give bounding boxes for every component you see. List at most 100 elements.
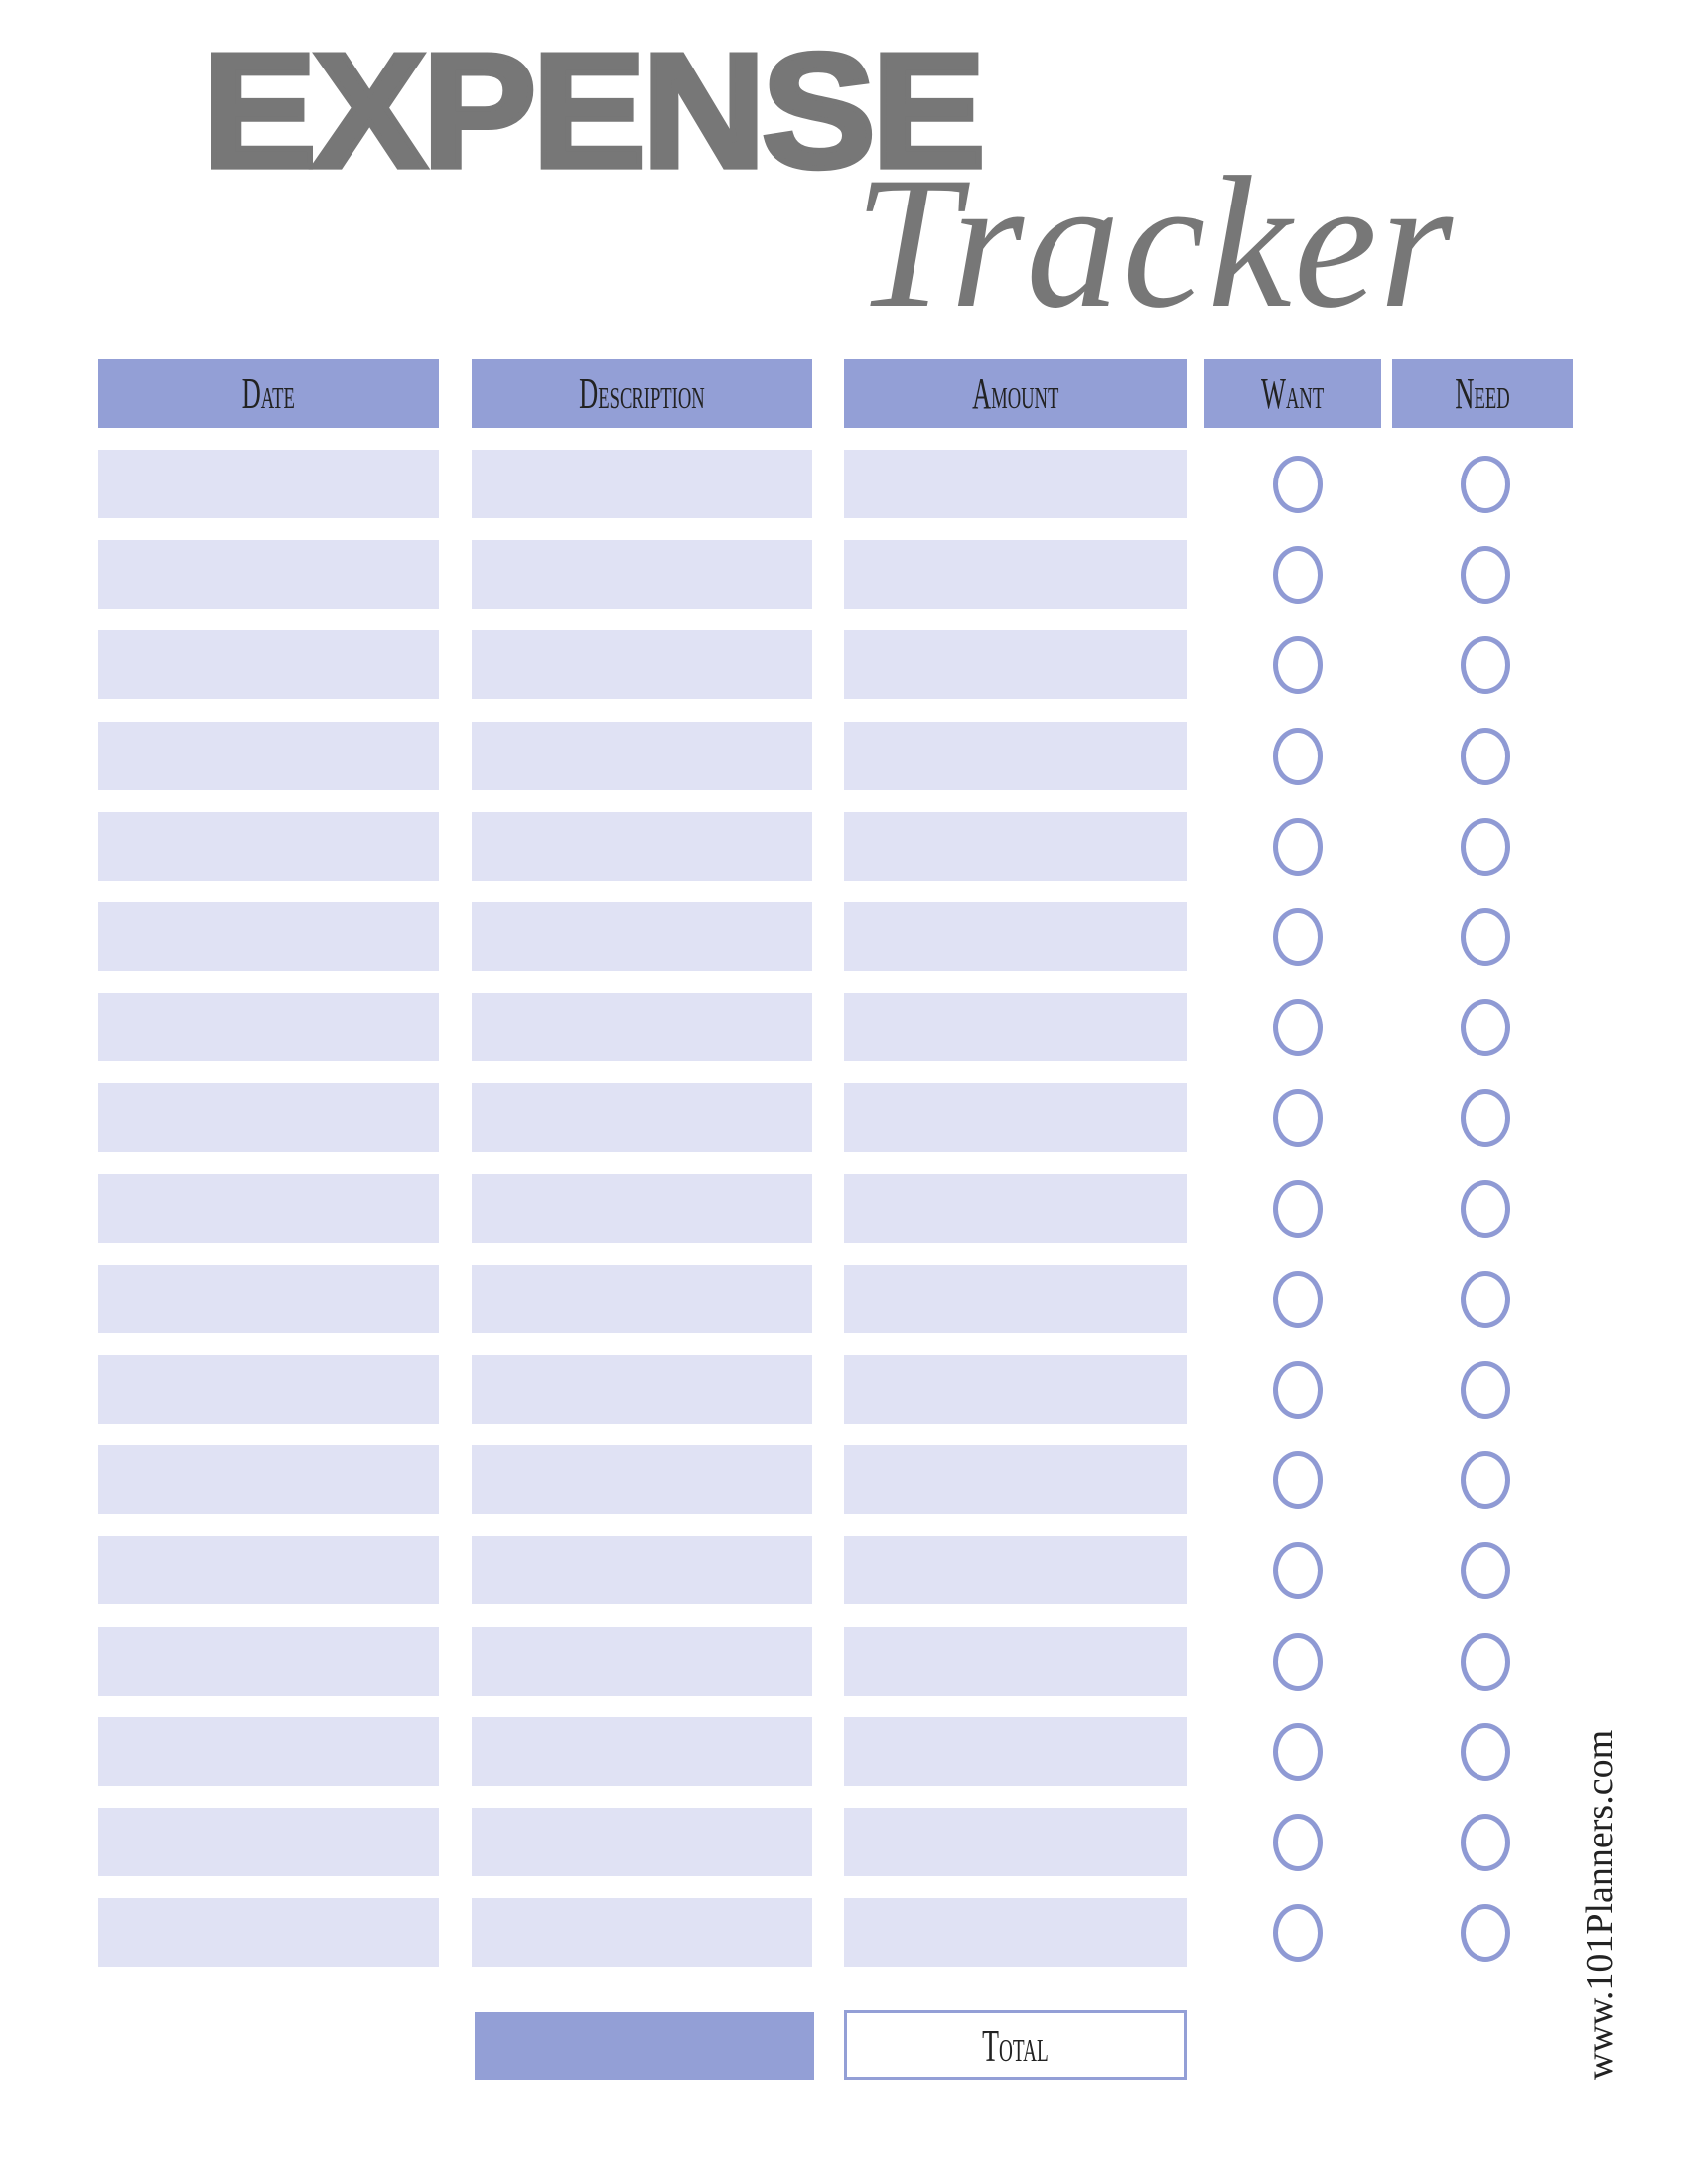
need-checkbox[interactable]: [1461, 727, 1510, 785]
amount-field[interactable]: [844, 1626, 1187, 1696]
description-field[interactable]: [472, 1355, 812, 1424]
need-checkbox[interactable]: [1461, 636, 1510, 695]
date-field[interactable]: [98, 811, 439, 881]
amount-field[interactable]: [844, 902, 1187, 971]
date-field[interactable]: [98, 721, 439, 790]
want-checkbox[interactable]: [1273, 636, 1323, 695]
header-amount: Amount: [844, 359, 1187, 428]
want-checkbox[interactable]: [1273, 1089, 1323, 1148]
amount-field[interactable]: [844, 721, 1187, 790]
need-checkbox[interactable]: [1461, 1179, 1510, 1238]
need-checkbox[interactable]: [1461, 546, 1510, 605]
amount-field[interactable]: [844, 540, 1187, 610]
date-field[interactable]: [98, 1173, 439, 1243]
want-checkbox[interactable]: [1273, 1270, 1323, 1328]
want-checkbox[interactable]: [1273, 1361, 1323, 1419]
want-checkbox[interactable]: [1273, 456, 1323, 513]
need-checkbox[interactable]: [1461, 1089, 1510, 1148]
need-checkbox[interactable]: [1461, 1361, 1510, 1419]
date-field[interactable]: [98, 1264, 439, 1333]
description-field[interactable]: [472, 811, 812, 881]
header-description: Description: [472, 359, 812, 428]
amount-field[interactable]: [844, 1264, 1187, 1333]
need-checkbox[interactable]: [1461, 456, 1510, 513]
description-field[interactable]: [472, 993, 812, 1062]
want-checkbox[interactable]: [1273, 1632, 1323, 1691]
watermark: www.101Planners.com: [1579, 1729, 1620, 2080]
date-field[interactable]: [98, 1083, 439, 1153]
description-field[interactable]: [472, 540, 812, 610]
amount-field[interactable]: [844, 1536, 1187, 1605]
want-checkbox[interactable]: [1273, 1814, 1323, 1871]
need-checkbox[interactable]: [1461, 1814, 1510, 1871]
description-field[interactable]: [472, 1445, 812, 1515]
amount-field[interactable]: [844, 1898, 1187, 1968]
need-checkbox[interactable]: [1461, 1270, 1510, 1328]
title-tracker: Tracker: [854, 139, 1456, 347]
total-label-box: Total: [844, 2010, 1187, 2080]
description-field[interactable]: [472, 1083, 812, 1153]
need-checkbox[interactable]: [1461, 1632, 1510, 1691]
date-field[interactable]: [98, 450, 439, 518]
amount-field[interactable]: [844, 630, 1187, 700]
amount-field[interactable]: [844, 450, 1187, 518]
header-amount-label: Amount: [971, 369, 1059, 418]
header-description-label: Description: [579, 369, 705, 418]
need-checkbox[interactable]: [1461, 999, 1510, 1057]
want-checkbox[interactable]: [1273, 1179, 1323, 1238]
want-checkbox[interactable]: [1273, 1722, 1323, 1781]
header-want: Want: [1204, 359, 1381, 428]
date-field[interactable]: [98, 1445, 439, 1515]
want-checkbox[interactable]: [1273, 817, 1323, 876]
description-field[interactable]: [472, 1626, 812, 1696]
description-field[interactable]: [472, 1808, 812, 1876]
date-field[interactable]: [98, 1898, 439, 1968]
date-field[interactable]: [98, 1536, 439, 1605]
description-field[interactable]: [472, 902, 812, 971]
header-date-label: Date: [241, 369, 296, 418]
amount-field[interactable]: [844, 1716, 1187, 1786]
date-field[interactable]: [98, 1716, 439, 1786]
date-field[interactable]: [98, 1626, 439, 1696]
header-want-label: Want: [1261, 369, 1325, 418]
date-field[interactable]: [98, 993, 439, 1062]
need-checkbox[interactable]: [1461, 1722, 1510, 1781]
want-checkbox[interactable]: [1273, 999, 1323, 1057]
header-date: Date: [98, 359, 439, 428]
need-checkbox[interactable]: [1461, 817, 1510, 876]
amount-field[interactable]: [844, 1355, 1187, 1424]
amount-field[interactable]: [844, 1173, 1187, 1243]
need-checkbox[interactable]: [1461, 1904, 1510, 1963]
need-checkbox[interactable]: [1461, 1451, 1510, 1510]
description-field[interactable]: [472, 1264, 812, 1333]
date-field[interactable]: [98, 540, 439, 610]
total-amount-field[interactable]: [475, 2012, 814, 2080]
description-field[interactable]: [472, 721, 812, 790]
description-field[interactable]: [472, 1716, 812, 1786]
total-label: Total: [982, 2019, 1049, 2071]
want-checkbox[interactable]: [1273, 1542, 1323, 1600]
need-checkbox[interactable]: [1461, 908, 1510, 966]
title-expense: EXPENSE: [200, 20, 989, 202]
description-field[interactable]: [472, 1898, 812, 1968]
need-checkbox[interactable]: [1461, 1542, 1510, 1600]
want-checkbox[interactable]: [1273, 1451, 1323, 1510]
amount-field[interactable]: [844, 1445, 1187, 1515]
amount-field[interactable]: [844, 811, 1187, 881]
want-checkbox[interactable]: [1273, 1904, 1323, 1963]
description-field[interactable]: [472, 630, 812, 700]
description-field[interactable]: [472, 1173, 812, 1243]
want-checkbox[interactable]: [1273, 908, 1323, 966]
amount-field[interactable]: [844, 993, 1187, 1062]
want-checkbox[interactable]: [1273, 546, 1323, 605]
amount-field[interactable]: [844, 1808, 1187, 1876]
header-need: Need: [1392, 359, 1573, 428]
date-field[interactable]: [98, 1355, 439, 1424]
want-checkbox[interactable]: [1273, 727, 1323, 785]
description-field[interactable]: [472, 450, 812, 518]
date-field[interactable]: [98, 902, 439, 971]
description-field[interactable]: [472, 1536, 812, 1605]
date-field[interactable]: [98, 630, 439, 700]
amount-field[interactable]: [844, 1083, 1187, 1153]
date-field[interactable]: [98, 1808, 439, 1876]
